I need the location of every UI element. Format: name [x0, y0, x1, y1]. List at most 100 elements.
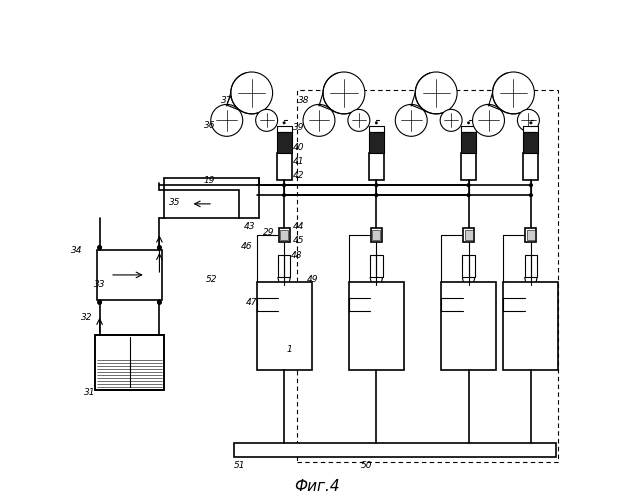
Circle shape: [530, 122, 532, 124]
Text: 39: 39: [293, 124, 305, 132]
Text: 35: 35: [168, 198, 180, 207]
Bar: [94, 335, 165, 390]
Text: 31: 31: [84, 388, 96, 396]
Circle shape: [530, 129, 532, 132]
Circle shape: [283, 150, 285, 153]
Circle shape: [282, 184, 285, 186]
Bar: [461, 154, 476, 180]
Circle shape: [492, 72, 534, 114]
Circle shape: [467, 184, 470, 186]
Text: 48: 48: [291, 252, 303, 260]
Text: 52: 52: [206, 276, 218, 284]
Text: 33: 33: [94, 280, 105, 289]
Bar: [256, 282, 311, 370]
Circle shape: [158, 300, 161, 304]
Bar: [461, 126, 476, 132]
Text: 29: 29: [263, 228, 275, 237]
Bar: [503, 282, 558, 370]
Text: 19: 19: [204, 176, 215, 184]
Circle shape: [467, 150, 470, 153]
Bar: [165, 190, 239, 218]
Bar: [441, 282, 496, 370]
Circle shape: [158, 246, 161, 250]
Circle shape: [375, 136, 377, 138]
Circle shape: [415, 72, 457, 114]
Circle shape: [467, 158, 470, 160]
Circle shape: [303, 104, 335, 136]
Circle shape: [283, 129, 285, 132]
Bar: [369, 154, 384, 180]
Circle shape: [530, 158, 532, 160]
Circle shape: [282, 194, 285, 196]
Text: 42: 42: [293, 170, 305, 179]
Circle shape: [530, 150, 532, 153]
Bar: [296, 90, 558, 462]
Bar: [278, 255, 291, 278]
Circle shape: [467, 143, 470, 146]
Text: 47: 47: [246, 298, 258, 307]
Bar: [461, 132, 476, 154]
Text: 45: 45: [293, 236, 305, 244]
Bar: [280, 230, 288, 240]
Bar: [372, 230, 380, 240]
Text: 49: 49: [307, 276, 318, 284]
Circle shape: [529, 194, 532, 196]
Text: 36: 36: [204, 121, 215, 130]
Bar: [277, 132, 292, 154]
Circle shape: [375, 129, 377, 132]
Circle shape: [375, 194, 378, 196]
Bar: [279, 228, 289, 242]
Circle shape: [530, 136, 532, 138]
Circle shape: [375, 184, 378, 186]
Circle shape: [440, 110, 462, 132]
Circle shape: [231, 72, 273, 114]
Circle shape: [395, 104, 427, 136]
Circle shape: [211, 104, 242, 136]
Text: 34: 34: [72, 246, 83, 254]
Polygon shape: [525, 278, 537, 305]
Text: 32: 32: [82, 313, 93, 322]
Bar: [277, 154, 292, 180]
Circle shape: [473, 104, 505, 136]
Text: 1: 1: [286, 345, 292, 354]
Text: 50: 50: [361, 461, 372, 470]
Bar: [369, 126, 384, 132]
Circle shape: [283, 122, 285, 124]
Circle shape: [375, 150, 377, 153]
Text: 51: 51: [234, 461, 245, 470]
Bar: [369, 132, 384, 154]
Text: 46: 46: [241, 242, 253, 250]
Circle shape: [256, 110, 278, 132]
Bar: [523, 126, 539, 132]
Bar: [94, 335, 165, 390]
Bar: [462, 255, 475, 278]
Circle shape: [97, 300, 102, 304]
Circle shape: [375, 158, 377, 160]
Circle shape: [467, 129, 470, 132]
Circle shape: [348, 110, 370, 132]
Bar: [277, 126, 292, 132]
Circle shape: [529, 184, 532, 186]
Bar: [525, 255, 537, 278]
Circle shape: [530, 143, 532, 146]
Circle shape: [283, 136, 285, 138]
Text: 37: 37: [221, 96, 232, 105]
Circle shape: [375, 143, 377, 146]
Bar: [523, 132, 539, 154]
Text: 41: 41: [293, 156, 305, 166]
Circle shape: [467, 122, 470, 124]
Bar: [370, 255, 382, 278]
Text: 40: 40: [293, 144, 305, 152]
Bar: [97, 250, 162, 300]
Bar: [234, 443, 556, 457]
Circle shape: [97, 246, 102, 250]
Bar: [349, 282, 404, 370]
Bar: [463, 228, 474, 242]
Circle shape: [283, 158, 285, 160]
Polygon shape: [370, 278, 382, 305]
Bar: [371, 228, 382, 242]
Bar: [465, 230, 473, 240]
Circle shape: [467, 136, 470, 138]
Polygon shape: [462, 278, 475, 305]
Text: 38: 38: [298, 96, 310, 105]
